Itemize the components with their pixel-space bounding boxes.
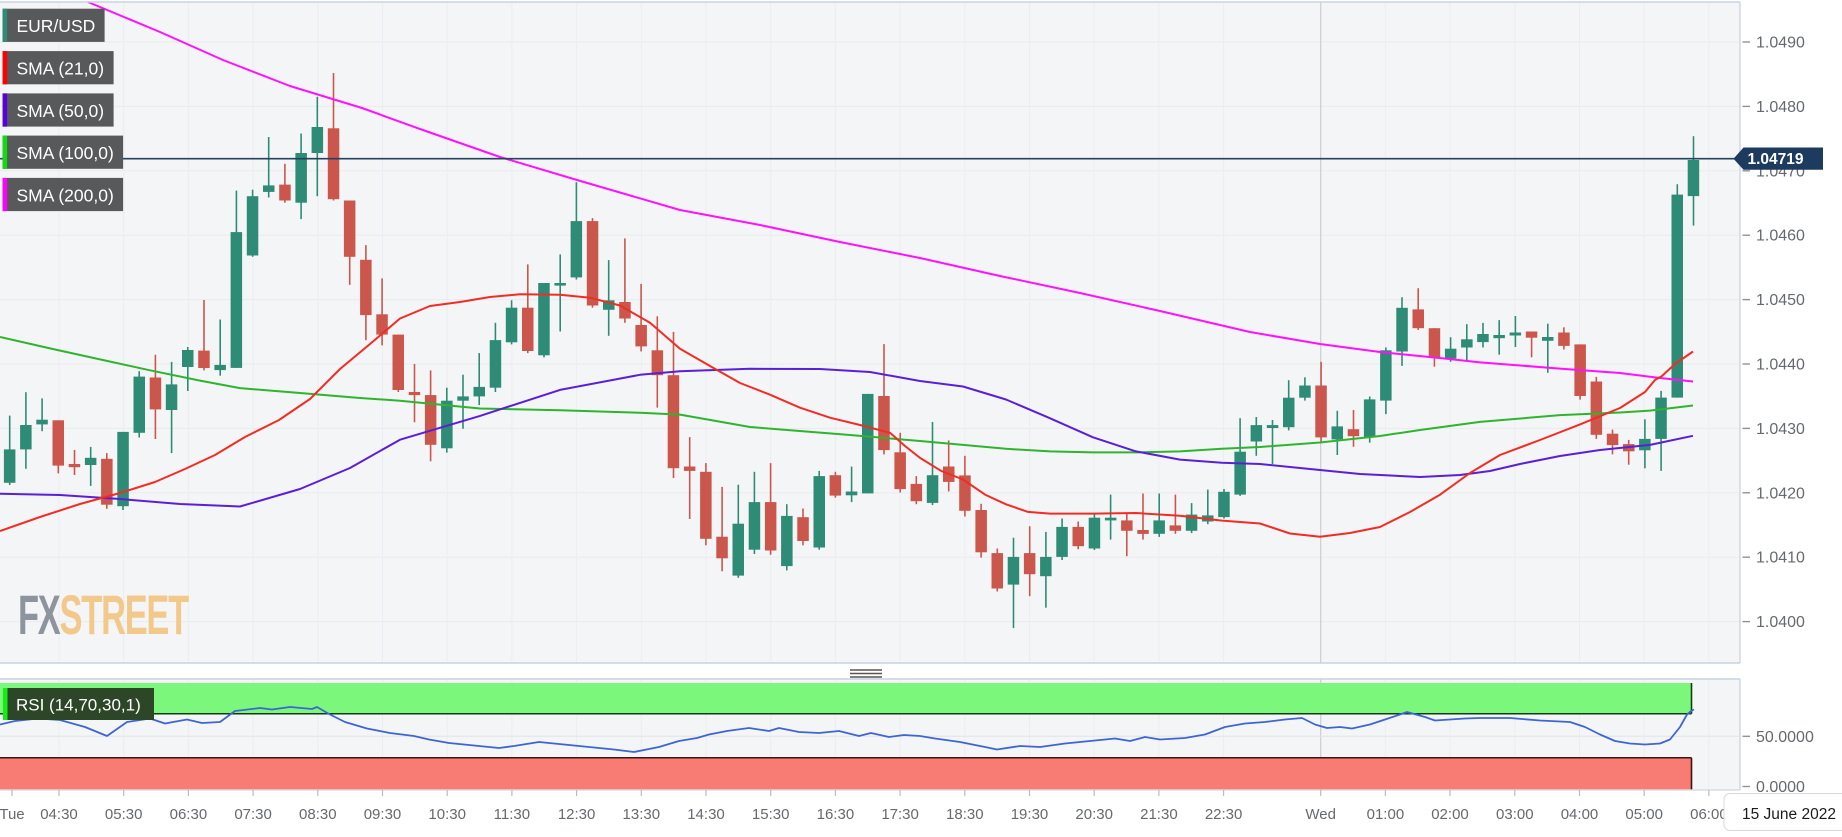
svg-text:1.0490: 1.0490: [1756, 35, 1805, 52]
svg-text:04:30: 04:30: [40, 806, 78, 823]
svg-text:03:00: 03:00: [1496, 806, 1534, 823]
svg-text:50.0000: 50.0000: [1756, 729, 1814, 746]
svg-text:Tue: Tue: [0, 806, 25, 823]
svg-text:SMA (50,0): SMA (50,0): [17, 101, 105, 121]
svg-text:01:00: 01:00: [1367, 806, 1405, 823]
svg-text:1.0400: 1.0400: [1756, 614, 1805, 631]
svg-text:09:30: 09:30: [364, 806, 402, 823]
svg-text:SMA (100,0): SMA (100,0): [17, 143, 114, 163]
svg-text:11:30: 11:30: [494, 806, 530, 823]
svg-text:Wed: Wed: [1305, 806, 1336, 823]
svg-text:14:30: 14:30: [687, 806, 725, 823]
svg-text:1.0440: 1.0440: [1756, 357, 1805, 374]
svg-text:19:30: 19:30: [1011, 806, 1049, 823]
svg-text:17:30: 17:30: [881, 806, 919, 823]
svg-text:10:30: 10:30: [428, 806, 466, 823]
svg-text:1.0480: 1.0480: [1756, 99, 1805, 116]
svg-text:SMA (200,0): SMA (200,0): [17, 185, 114, 205]
svg-text:16:30: 16:30: [817, 806, 855, 823]
svg-text:15 June 2022: 15 June 2022: [1742, 806, 1836, 823]
svg-text:13:30: 13:30: [623, 806, 661, 823]
svg-text:1.0430: 1.0430: [1756, 421, 1805, 438]
svg-text:06:30: 06:30: [170, 806, 208, 823]
svg-text:SMA (21,0): SMA (21,0): [17, 59, 105, 79]
svg-text:06:00: 06:00: [1690, 806, 1728, 823]
svg-text:1.04719: 1.04719: [1748, 151, 1804, 168]
svg-text:0.0000: 0.0000: [1756, 779, 1805, 796]
svg-text:21:30: 21:30: [1140, 806, 1178, 823]
svg-text:08:30: 08:30: [299, 806, 337, 823]
svg-text:22:30: 22:30: [1205, 806, 1243, 823]
svg-text:07:30: 07:30: [234, 806, 272, 823]
svg-text:1.0420: 1.0420: [1756, 485, 1805, 502]
svg-text:15:30: 15:30: [752, 806, 790, 823]
svg-text:FXSTREET: FXSTREET: [18, 583, 189, 646]
svg-text:05:00: 05:00: [1625, 806, 1663, 823]
svg-text:1.0460: 1.0460: [1756, 228, 1805, 245]
svg-text:1.0410: 1.0410: [1756, 550, 1805, 567]
svg-text:05:30: 05:30: [105, 806, 143, 823]
svg-text:20:30: 20:30: [1075, 806, 1113, 823]
svg-text:18:30: 18:30: [946, 806, 984, 823]
svg-text:EUR/USD: EUR/USD: [17, 16, 96, 36]
svg-text:RSI (14,70,30,1): RSI (14,70,30,1): [16, 696, 141, 715]
svg-text:04:00: 04:00: [1561, 806, 1599, 823]
svg-text:12:30: 12:30: [558, 806, 596, 823]
svg-text:02:00: 02:00: [1431, 806, 1469, 823]
svg-text:1.0450: 1.0450: [1756, 292, 1805, 309]
